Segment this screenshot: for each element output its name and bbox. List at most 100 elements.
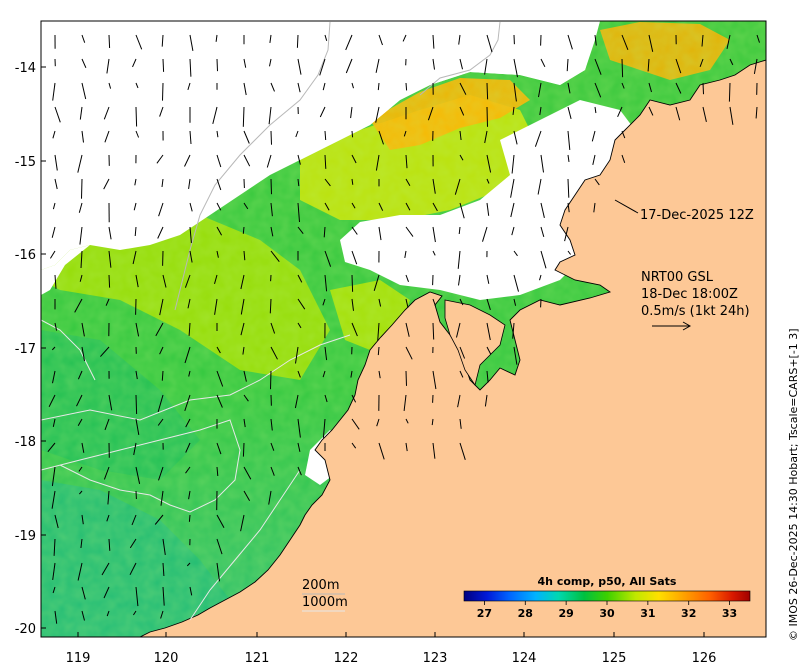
current-vector — [512, 106, 515, 115]
current-vector — [324, 178, 331, 187]
credit-text: © IMOS 26-Dec-2025 14:30 Hobart; Tscale=… — [787, 328, 800, 641]
current-vector — [81, 82, 87, 100]
current-vector — [77, 418, 83, 426]
current-vector — [134, 226, 137, 237]
lat-tick-label: -14 — [15, 61, 36, 76]
current-vector — [185, 418, 191, 428]
current-vector — [184, 394, 191, 412]
current-vector — [79, 490, 83, 495]
current-vector — [243, 394, 249, 402]
current-vector — [159, 106, 164, 117]
current-vector — [351, 274, 354, 292]
current-vector — [351, 82, 354, 89]
current-vector — [268, 106, 272, 125]
current-vector — [513, 298, 517, 306]
contour-1000m — [41, 419, 241, 513]
current-vector — [106, 58, 110, 74]
current-vector — [378, 298, 382, 307]
current-vector — [539, 274, 542, 281]
current-vector — [161, 34, 164, 47]
current-vector — [378, 34, 383, 46]
current-vector — [242, 442, 245, 457]
lat-tick-label: -15 — [15, 155, 36, 170]
current-vector — [216, 538, 223, 555]
current-vector — [512, 322, 515, 339]
current-vector — [351, 442, 357, 449]
current-vector — [378, 202, 384, 211]
current-vector — [540, 154, 544, 173]
current-vector — [513, 346, 518, 365]
current-vector — [216, 58, 218, 72]
lon-tick-label: 120 — [154, 651, 179, 666]
current-vector — [216, 394, 223, 408]
current-vector — [188, 514, 191, 522]
current-vector — [297, 418, 301, 438]
current-vector — [78, 202, 83, 213]
current-vector — [131, 514, 137, 526]
lon-tick-label: 119 — [66, 651, 91, 666]
current-vector — [378, 226, 382, 241]
current-vector — [100, 346, 110, 357]
current-vector — [189, 586, 193, 596]
current-vector — [567, 34, 573, 50]
coastline-date-pointer — [614, 199, 639, 214]
current-vector — [324, 394, 328, 403]
current-vector — [432, 298, 436, 306]
current-vector — [510, 178, 515, 198]
current-vector — [404, 250, 407, 258]
lat-tick-label: -17 — [15, 342, 36, 357]
current-vector — [270, 442, 275, 451]
current-vector — [484, 58, 488, 75]
current-vector — [297, 298, 306, 310]
current-vector — [297, 58, 302, 75]
current-vector — [54, 274, 57, 289]
lon-tick-label: 126 — [692, 651, 717, 666]
lon-tick-label: 125 — [602, 651, 627, 666]
current-vector — [214, 274, 218, 285]
current-vector — [324, 250, 332, 267]
current-vector — [375, 154, 380, 171]
current-vector — [351, 202, 356, 209]
current-vector — [135, 34, 143, 50]
current-vector — [54, 610, 58, 624]
current-vector — [216, 154, 222, 168]
current-vector — [457, 250, 461, 269]
current-vector — [702, 106, 707, 123]
current-vector — [375, 106, 380, 123]
current-vector — [486, 322, 491, 341]
current-vector — [129, 562, 137, 576]
current-vector — [345, 58, 353, 74]
current-vector — [185, 442, 191, 453]
current-vector — [322, 298, 326, 306]
current-vector — [135, 586, 139, 607]
current-vector — [155, 322, 164, 337]
current-vector — [537, 178, 542, 195]
current-time-label: 18-Dec 18:00Z — [641, 287, 738, 302]
current-vector — [185, 466, 191, 474]
current-vector — [135, 370, 138, 380]
current-vector — [373, 274, 380, 291]
current-vector — [753, 58, 758, 74]
current-vector — [594, 106, 597, 114]
current-vector — [189, 58, 192, 77]
current-vector — [270, 250, 280, 263]
current-vector — [133, 442, 137, 456]
current-vector — [540, 58, 546, 68]
current-vector — [132, 610, 137, 616]
current-vector — [135, 106, 138, 127]
current-vector — [486, 178, 490, 184]
current-vector — [534, 130, 542, 147]
current-vector — [105, 298, 110, 306]
current-vector — [216, 466, 219, 477]
current-vector — [459, 154, 464, 161]
current-vector — [621, 58, 624, 78]
current-vector — [154, 514, 164, 525]
current-vector — [242, 106, 245, 127]
current-vector — [162, 562, 165, 577]
current-vector — [322, 82, 326, 91]
current-source-label: NRT00 GSL — [641, 270, 714, 285]
current-vector — [135, 466, 141, 485]
current-vector — [297, 442, 301, 452]
current-vector — [351, 250, 358, 265]
current-vector — [699, 58, 704, 67]
